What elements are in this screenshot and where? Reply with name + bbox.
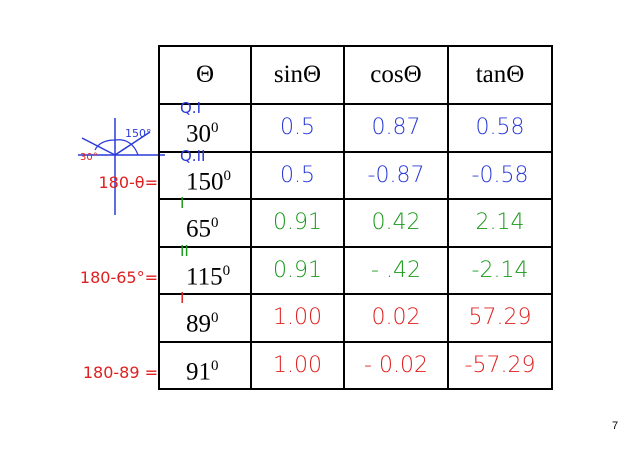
angle: 300 <box>186 120 219 148</box>
cos-cell: 0.87 <box>343 103 449 153</box>
quadrant-note: Q.II <box>180 146 206 165</box>
sin-cell: 0.5 <box>250 150 345 200</box>
tan-cell: -0.58 <box>447 150 553 200</box>
angle: 910 <box>186 358 219 386</box>
cos-cell: -0.87 <box>343 150 449 200</box>
tan-cell: 0.58 <box>447 103 553 153</box>
page-number: 7 <box>612 420 619 432</box>
degree-mark: 0 <box>222 262 231 279</box>
sin-cell: 0.91 <box>250 245 345 295</box>
header-cell: cosΘ <box>343 45 449 105</box>
angle-cell: 910 180-89 = <box>83 340 252 390</box>
cos-cell: - .42 <box>343 245 449 295</box>
quadrant-note: I <box>180 289 185 307</box>
angle-value: 115 <box>186 263 223 290</box>
sin-cell: 1.00 <box>250 293 345 343</box>
degree-mark: 0 <box>211 215 219 232</box>
header-cell: tanΘ <box>447 45 553 105</box>
cos-cell: 0.02 <box>343 293 449 343</box>
side-note: 180-θ= <box>98 173 158 192</box>
degree-mark: 0 <box>211 120 219 137</box>
table-row: 300 Q.I 0.5 0.87 0.58 <box>158 99 553 153</box>
angle-cell: 300 Q.I <box>158 99 252 153</box>
header-cell: sinΘ <box>250 45 345 105</box>
side-note: 180-89 = <box>82 363 158 382</box>
table-row: 650 I 0.91 0.42 2.14 <box>158 194 553 248</box>
sin-cell: 1.00 <box>250 340 345 390</box>
sketch-label: 150° <box>125 127 152 140</box>
side-note: 180-65°= <box>79 268 158 287</box>
angle-cell: 1500 Q.II 180-θ= <box>98 147 252 200</box>
angle-cell: 650 I <box>158 194 252 248</box>
angle-value: 150 <box>186 168 224 195</box>
cos-cell: - 0.02 <box>343 340 449 390</box>
tan-cell: 2.14 <box>447 198 553 248</box>
table-row: 910 180-89 = 1.00- 0.02 -57.29 <box>83 340 553 390</box>
angle: 650 <box>186 215 219 243</box>
angle-value: 65 <box>186 215 211 243</box>
sin-cell: 0.5 <box>250 103 345 153</box>
arc <box>94 139 139 156</box>
angle-value: 30 <box>186 120 211 148</box>
table-row: 1500 Q.II 180-θ= 0.5 -0.87 -0.58 <box>98 147 553 200</box>
quadrant-note: Q.I <box>180 99 201 117</box>
quadrant-note: I <box>180 194 185 212</box>
degree-mark: 0 <box>223 167 232 184</box>
angle-cell: 890 I <box>158 289 252 343</box>
quadrant-note: II <box>180 241 189 260</box>
angle-value: 89 <box>186 310 211 338</box>
sketch-label: 30° <box>80 152 98 163</box>
sin-cell: 0.91 <box>250 198 345 248</box>
ray <box>81 137 116 156</box>
tan-cell: 57.29 <box>447 293 553 343</box>
table-row: 890 I 1.00 0.02 57.29 <box>158 289 553 343</box>
angle-value: 91 <box>186 358 211 385</box>
angle: 1150 <box>186 263 230 291</box>
ray <box>114 131 151 156</box>
tan-cell: -57.29 <box>447 340 553 390</box>
table-row: 1150 II 180-65°= 0.91- .42 -2.14 <box>80 242 553 295</box>
degree-mark: 0 <box>211 357 219 374</box>
header-cell: Θ <box>158 45 252 105</box>
angle: 890 <box>186 310 219 338</box>
cos-cell: 0.42 <box>343 198 449 248</box>
angle: 1500 <box>186 168 231 196</box>
tan-cell: -2.14 <box>447 245 553 295</box>
angle-cell: 1150 II 180-65°= <box>80 242 252 295</box>
degree-mark: 0 <box>211 310 219 327</box>
